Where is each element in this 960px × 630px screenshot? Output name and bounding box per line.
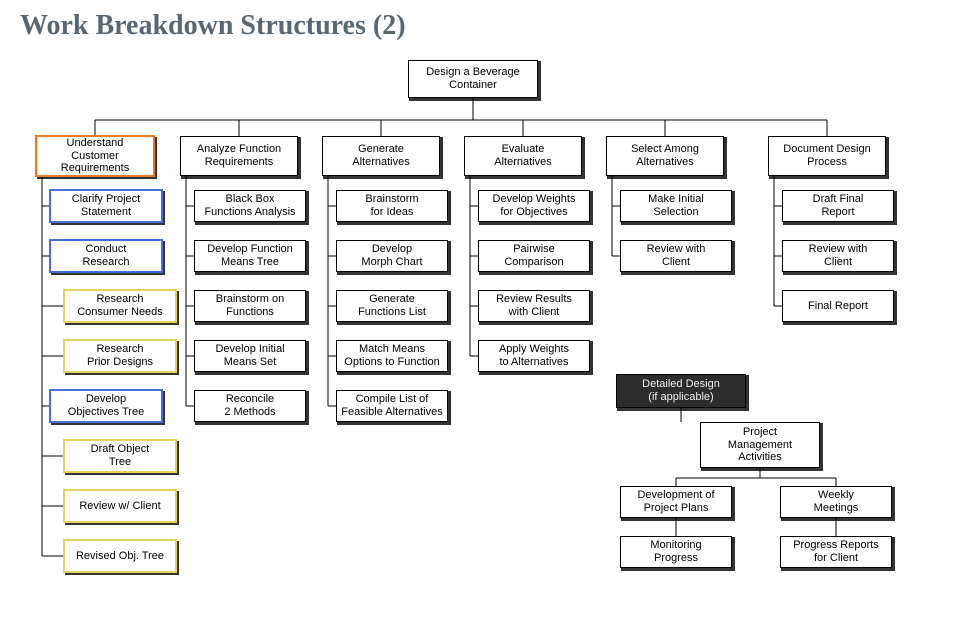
wbs-diagram: Design a Beverage Container Understand Cu…: [20, 60, 940, 620]
task-p3-3-label: Apply Weights to Alternatives: [499, 343, 569, 368]
task-p3-2: Review Results with Client: [478, 290, 590, 322]
task-p1-1: Develop Function Means Tree: [194, 240, 306, 272]
task-p2-2-label: Generate Functions List: [358, 293, 426, 318]
task-p0-7-label: Revised Obj. Tree: [76, 550, 164, 563]
phase-p1-label: Analyze Function Requirements: [197, 143, 281, 168]
task-p1-0-label: Black Box Functions Analysis: [204, 193, 295, 218]
phase-p5: Document Design Process: [768, 136, 886, 176]
task-p1-2-label: Brainstorm on Functions: [216, 293, 284, 318]
task-p5-2: Final Report: [782, 290, 894, 322]
task-p0-1: Conduct Research: [50, 240, 162, 272]
phase-p3-label: Evaluate Alternatives: [494, 143, 551, 168]
task-p0-2: Research Consumer Needs: [64, 290, 176, 322]
task-p2-2: Generate Functions List: [336, 290, 448, 322]
phase-p4-label: Select Among Alternatives: [631, 143, 699, 168]
task-p3-0: Develop Weights for Objectives: [478, 190, 590, 222]
task-p4-0-label: Make Initial Selection: [648, 193, 704, 218]
task-p3-0-label: Develop Weights for Objectives: [493, 193, 576, 218]
task-p4-1: Review with Client: [620, 240, 732, 272]
task-p0-5: Draft Object Tree: [64, 440, 176, 472]
pm-task-3-label: Progress Reports for Client: [793, 539, 879, 564]
phase-p0: Understand Customer Requirements: [36, 136, 154, 176]
task-p5-1: Review with Client: [782, 240, 894, 272]
task-p3-1-label: Pairwise Comparison: [504, 243, 563, 268]
phase-p2: Generate Alternatives: [322, 136, 440, 176]
task-p0-1-label: Conduct Research: [82, 243, 129, 268]
task-p4-0: Make Initial Selection: [620, 190, 732, 222]
task-p5-2-label: Final Report: [808, 300, 868, 313]
root-node-label: Design a Beverage Container: [426, 66, 520, 91]
task-p1-0: Black Box Functions Analysis: [194, 190, 306, 222]
task-p1-3-label: Develop Initial Means Set: [215, 343, 284, 368]
phase-p0-label: Understand Customer Requirements: [61, 137, 129, 175]
task-p3-3: Apply Weights to Alternatives: [478, 340, 590, 372]
phase-p1: Analyze Function Requirements: [180, 136, 298, 176]
task-p0-3-label: Research Prior Designs: [87, 343, 153, 368]
task-p0-0: Clarify Project Statement: [50, 190, 162, 222]
pm-task-0-label: Development of Project Plans: [637, 489, 714, 514]
task-p0-6: Review w/ Client: [64, 490, 176, 522]
pm-task-1-label: Weekly Meetings: [814, 489, 859, 514]
pm-task-0: Development of Project Plans: [620, 486, 732, 518]
phase-p2-label: Generate Alternatives: [352, 143, 409, 168]
task-p0-6-label: Review w/ Client: [79, 500, 160, 513]
phase-p4: Select Among Alternatives: [606, 136, 724, 176]
task-p5-0-label: Draft Final Report: [813, 193, 864, 218]
task-p5-0: Draft Final Report: [782, 190, 894, 222]
task-p3-2-label: Review Results with Client: [496, 293, 572, 318]
task-p0-0-label: Clarify Project Statement: [72, 193, 140, 218]
phase-p5-label: Document Design Process: [783, 143, 870, 168]
task-p2-4: Compile List of Feasible Alternatives: [336, 390, 448, 422]
task-p2-0: Brainstorm for Ideas: [336, 190, 448, 222]
root-node: Design a Beverage Container: [408, 60, 538, 98]
task-p2-3: Match Means Options to Function: [336, 340, 448, 372]
task-p0-2-label: Research Consumer Needs: [77, 293, 163, 318]
task-p1-4-label: Reconcile 2 Methods: [224, 393, 275, 418]
pm-root-node-label: Project Management Activities: [728, 426, 792, 464]
task-p0-3: Research Prior Designs: [64, 340, 176, 372]
task-p0-5-label: Draft Object Tree: [91, 443, 150, 468]
pm-task-3: Progress Reports for Client: [780, 536, 892, 568]
detailed-design-node: Detailed Design (if applicable): [616, 374, 746, 408]
pm-root-node: Project Management Activities: [700, 422, 820, 468]
task-p1-4: Reconcile 2 Methods: [194, 390, 306, 422]
task-p2-4-label: Compile List of Feasible Alternatives: [341, 393, 443, 418]
pm-task-1: Weekly Meetings: [780, 486, 892, 518]
task-p1-1-label: Develop Function Means Tree: [207, 243, 293, 268]
task-p2-1: Develop Morph Chart: [336, 240, 448, 272]
task-p0-7: Revised Obj. Tree: [64, 540, 176, 572]
task-p0-4-label: Develop Objectives Tree: [68, 393, 144, 418]
task-p4-1-label: Review with Client: [647, 243, 706, 268]
task-p0-4: Develop Objectives Tree: [50, 390, 162, 422]
task-p2-0-label: Brainstorm for Ideas: [365, 193, 418, 218]
phase-p3: Evaluate Alternatives: [464, 136, 582, 176]
pm-task-2: Monitoring Progress: [620, 536, 732, 568]
task-p2-1-label: Develop Morph Chart: [361, 243, 422, 268]
task-p1-3: Develop Initial Means Set: [194, 340, 306, 372]
task-p5-1-label: Review with Client: [809, 243, 868, 268]
task-p2-3-label: Match Means Options to Function: [344, 343, 439, 368]
task-p1-2: Brainstorm on Functions: [194, 290, 306, 322]
detailed-design-node-label: Detailed Design (if applicable): [642, 378, 720, 403]
pm-task-2-label: Monitoring Progress: [650, 539, 701, 564]
page-title: Work Breakdown Structures (2): [20, 10, 940, 42]
task-p3-1: Pairwise Comparison: [478, 240, 590, 272]
